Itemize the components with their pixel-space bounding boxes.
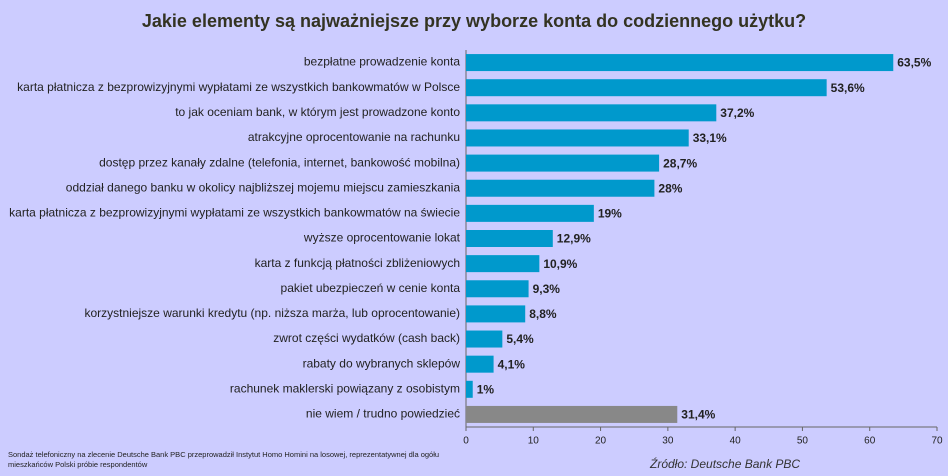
value-label: 5,4% xyxy=(506,332,534,346)
value-label: 28% xyxy=(658,181,682,195)
y-tick-label: rachunek maklerski powiązany z osobistym xyxy=(230,381,460,395)
source: Źródło: Deutsche Bank PBC xyxy=(649,456,800,471)
y-tick-label: nie wiem / trudno powiedzieć xyxy=(306,407,460,421)
y-tick-label: korzystniejsze warunki kredytu (np. niżs… xyxy=(85,306,461,320)
value-label: 19% xyxy=(598,207,622,221)
y-tick-label: bezpłatne prowadzenie konta xyxy=(304,55,460,69)
bar xyxy=(466,104,717,122)
x-tick-label: 50 xyxy=(797,436,809,447)
bar xyxy=(466,129,689,147)
y-tick-label: pakiet ubezpieczeń w cenie konta xyxy=(281,281,461,295)
bar xyxy=(466,405,678,423)
y-tick-label: dostęp przez kanały zdalne (telefonia, i… xyxy=(99,155,460,169)
value-label: 10,9% xyxy=(543,257,577,271)
value-label: 53,6% xyxy=(831,81,865,95)
bar xyxy=(466,54,894,72)
chart-title: Jakie elementy są najważniejsze przy wyb… xyxy=(142,11,806,31)
bar xyxy=(466,330,503,348)
x-tick-label: 10 xyxy=(528,436,540,447)
y-tick-label: oddział danego banku w okolicy najbliższ… xyxy=(66,180,461,194)
bar xyxy=(466,79,827,97)
value-label: 63,5% xyxy=(897,56,931,70)
value-label: 9,3% xyxy=(533,282,561,296)
y-tick-label: zwrot części wydatków (cash back) xyxy=(273,331,460,345)
x-tick-label: 70 xyxy=(931,436,943,447)
bar xyxy=(466,380,473,398)
bar xyxy=(466,255,540,273)
y-tick-label: karta płatnicza z bezprowizyjnymi wypłat… xyxy=(9,206,460,220)
y-tick-label: atrakcyjne oprocentowanie na rachunku xyxy=(248,130,460,144)
y-tick-label: karta płatnicza z bezprowizyjnymi wypłat… xyxy=(17,80,460,94)
y-tick-label: rabaty do wybranych sklepów xyxy=(303,356,461,370)
x-tick-label: 60 xyxy=(864,436,876,447)
value-label: 37,2% xyxy=(720,106,754,120)
value-label: 12,9% xyxy=(557,232,591,246)
value-label: 4,1% xyxy=(498,357,526,371)
value-label: 31,4% xyxy=(681,408,715,422)
value-label: 8,8% xyxy=(529,307,557,321)
bar xyxy=(466,204,594,222)
bar xyxy=(466,355,494,373)
x-tick-label: 40 xyxy=(730,436,742,447)
x-tick-label: 0 xyxy=(463,436,469,447)
value-label: 1% xyxy=(477,382,495,396)
footnote: Sondaż telefoniczny na zlecenie Deutsche… xyxy=(8,450,439,459)
footnote: mieszkańców Polski próbie respondentów xyxy=(8,460,148,469)
y-tick-label: karta z funkcją płatności zbliżeniowych xyxy=(255,256,460,270)
y-tick-label: to jak oceniam bank, w którym jest prowa… xyxy=(175,105,460,119)
y-tick-label: wyższe oprocentowanie lokat xyxy=(303,231,461,245)
bar xyxy=(466,305,526,323)
x-tick-label: 30 xyxy=(662,436,674,447)
bar xyxy=(466,154,660,172)
value-label: 28,7% xyxy=(663,156,697,170)
bar xyxy=(466,280,529,298)
bar xyxy=(466,230,553,247)
value-label: 33,1% xyxy=(693,131,727,145)
bar xyxy=(466,179,655,197)
x-tick-label: 20 xyxy=(595,436,607,447)
